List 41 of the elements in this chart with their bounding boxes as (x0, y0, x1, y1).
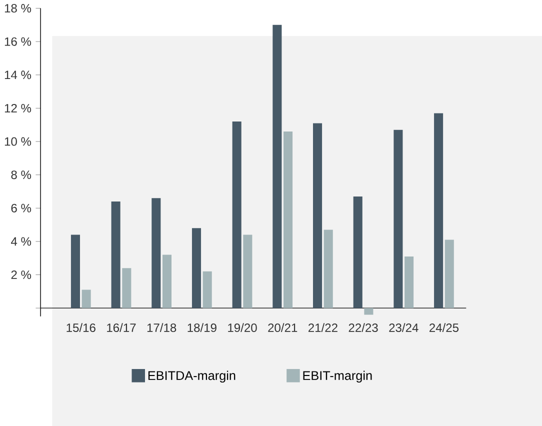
bar (313, 123, 322, 308)
x-tick-label: 23/24 (389, 323, 418, 332)
bar (82, 290, 91, 308)
y-tick-label: 4 % (11, 237, 32, 246)
x-tick-label: 20/21 (268, 323, 298, 332)
x-tick-label: 16/17 (107, 323, 136, 332)
bar (444, 240, 454, 308)
y-tick-label: 16 % (4, 37, 32, 46)
x-tick-label: 15/16 (66, 323, 96, 332)
bar (202, 271, 212, 308)
bar (364, 308, 374, 315)
bar (272, 24, 282, 308)
y-tick-label: 8 % (11, 170, 32, 179)
x-tick-label: 24/25 (429, 323, 459, 332)
legend-label: EBITDA-margin (148, 370, 236, 382)
legend-label: EBIT-margin (303, 370, 372, 382)
bar (122, 268, 132, 308)
y-tick-label: 6 % (11, 204, 32, 212)
y-tick-label: 10 % (4, 137, 32, 146)
bar (353, 196, 362, 308)
x-tick-label: 17/18 (147, 323, 176, 332)
bar (70, 234, 80, 308)
bar (162, 254, 172, 308)
y-tick-label: 18 % (4, 4, 32, 12)
bar (434, 113, 444, 308)
bar (192, 228, 202, 308)
y-tick-label: 12 % (4, 104, 32, 112)
bar (394, 130, 403, 308)
x-tick-label: 18/19 (188, 323, 216, 332)
bar (284, 131, 293, 308)
bar (243, 234, 252, 308)
bar (324, 230, 333, 308)
x-tick-label: 21/22 (308, 323, 338, 332)
bar (152, 198, 161, 308)
x-tick-label: 22/23 (348, 323, 378, 332)
bar (111, 201, 120, 308)
x-tick-label: 19/20 (228, 323, 257, 332)
bar (404, 256, 414, 308)
y-tick-label: 2 % (11, 270, 32, 279)
bar (232, 121, 242, 308)
y-tick-label: 14 % (4, 70, 32, 79)
